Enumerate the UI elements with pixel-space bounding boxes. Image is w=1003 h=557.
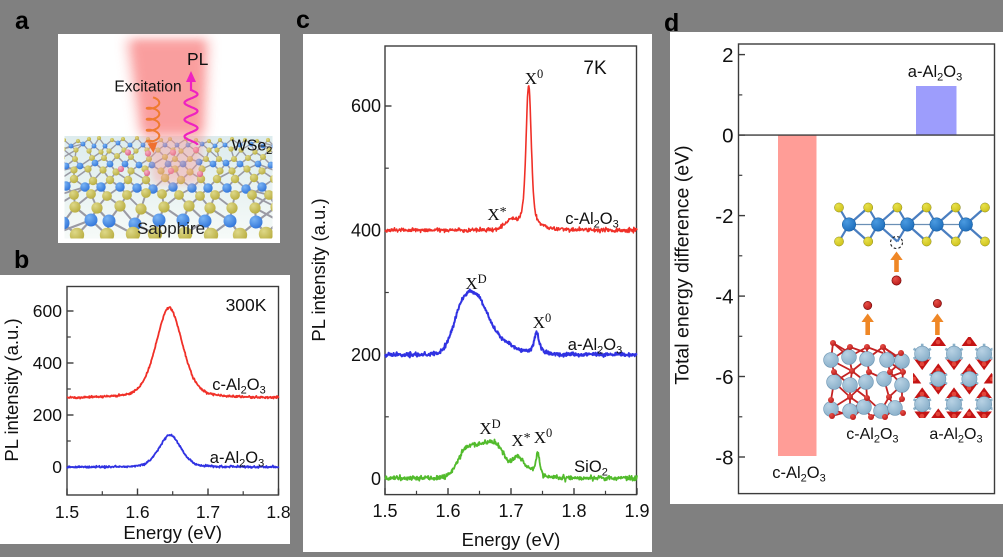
svg-text:Total energy difference (eV): Total energy difference (eV) xyxy=(672,145,694,384)
svg-text:200: 200 xyxy=(33,405,62,425)
svg-text:600: 600 xyxy=(351,96,381,116)
svg-text:1.7: 1.7 xyxy=(196,502,220,522)
svg-text:-6: -6 xyxy=(715,366,733,389)
svg-text:Energy (eV): Energy (eV) xyxy=(462,529,561,550)
svg-text:PL: PL xyxy=(187,49,209,69)
svg-text:X0: X0 xyxy=(534,426,553,447)
svg-text:a-Al2O3: a-Al2O3 xyxy=(210,449,264,470)
svg-text:WSe2: WSe2 xyxy=(232,138,273,158)
svg-text:7K: 7K xyxy=(583,58,607,79)
svg-text:X*: X* xyxy=(487,205,506,224)
svg-text:600: 600 xyxy=(33,301,62,321)
svg-text:1.7: 1.7 xyxy=(498,501,523,521)
svg-text:0: 0 xyxy=(52,457,62,477)
svg-text:X0: X0 xyxy=(525,67,544,88)
svg-text:XD: XD xyxy=(479,417,500,438)
svg-text:c-Al2O3: c-Al2O3 xyxy=(212,376,266,397)
svg-text:Excitation: Excitation xyxy=(114,79,181,96)
svg-text:400: 400 xyxy=(351,221,381,241)
svg-text:400: 400 xyxy=(33,353,62,373)
svg-text:300K: 300K xyxy=(226,295,267,315)
svg-text:0: 0 xyxy=(722,124,733,147)
svg-text:PL intensity (a.u.): PL intensity (a.u.) xyxy=(308,198,329,341)
svg-text:1.5: 1.5 xyxy=(55,502,79,522)
svg-text:1.9: 1.9 xyxy=(624,501,649,521)
svg-text:a-Al2O3: a-Al2O3 xyxy=(568,336,622,357)
svg-text:PL intensity (a.u.): PL intensity (a.u.) xyxy=(1,318,22,461)
svg-text:1.6: 1.6 xyxy=(435,501,460,521)
svg-text:XD: XD xyxy=(465,272,486,293)
svg-text:c-Al2O3: c-Al2O3 xyxy=(846,426,898,446)
svg-text:1.8: 1.8 xyxy=(266,502,290,522)
svg-text:Sapphire: Sapphire xyxy=(137,219,205,238)
svg-text:SiO2: SiO2 xyxy=(574,458,608,479)
svg-text:200: 200 xyxy=(351,345,381,365)
svg-text:a-Al2O3: a-Al2O3 xyxy=(908,63,962,84)
svg-text:-8: -8 xyxy=(715,446,733,469)
svg-text:1.6: 1.6 xyxy=(125,502,149,522)
svg-text:Energy (eV): Energy (eV) xyxy=(123,522,222,543)
svg-text:-4: -4 xyxy=(715,285,733,308)
svg-text:1.8: 1.8 xyxy=(561,501,586,521)
svg-text:X0: X0 xyxy=(533,311,552,332)
svg-text:c-Al2O3: c-Al2O3 xyxy=(772,464,826,485)
svg-text:a-Al2O3: a-Al2O3 xyxy=(929,426,982,446)
svg-text:0: 0 xyxy=(371,469,381,489)
svg-text:c-Al2O3: c-Al2O3 xyxy=(565,210,619,231)
svg-text:X*: X* xyxy=(511,431,530,450)
svg-text:-2: -2 xyxy=(715,205,733,228)
svg-text:2: 2 xyxy=(722,44,733,67)
svg-text:1.5: 1.5 xyxy=(372,501,397,521)
